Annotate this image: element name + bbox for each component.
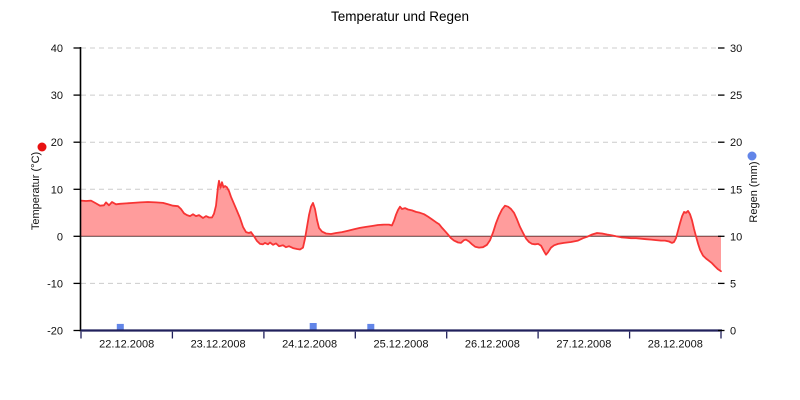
rain-bar xyxy=(367,323,375,331)
x-tick-label: 28.12.2008 xyxy=(648,339,703,351)
temperature-area xyxy=(81,180,721,272)
y-right-tick-label: 20 xyxy=(730,137,742,149)
x-tick-label: 27.12.2008 xyxy=(556,339,611,351)
x-tick-label: 22.12.2008 xyxy=(99,339,154,351)
y-right-tick-label: 30 xyxy=(730,43,742,55)
y-left-tick-label: -20 xyxy=(47,326,63,338)
right-axis-title: Regen (mm) xyxy=(748,161,760,222)
y-right-tick-label: 0 xyxy=(730,326,736,338)
x-tick-label: 26.12.2008 xyxy=(465,339,520,351)
y-left-tick-label: -10 xyxy=(47,278,63,290)
x-tick-label: 25.12.2008 xyxy=(373,339,428,351)
left-axis-title: Temperatur (°C) xyxy=(30,152,42,230)
y-right-tick-label: 5 xyxy=(730,278,736,290)
y-left-tick-label: 0 xyxy=(57,231,63,243)
temperature-legend-dot-icon xyxy=(37,142,47,152)
y-left-tick-label: 30 xyxy=(51,90,63,102)
rain-bar xyxy=(309,323,317,331)
y-left-tick-label: 40 xyxy=(51,43,63,55)
temperature-line xyxy=(80,179,722,273)
x-tick-label: 24.12.2008 xyxy=(282,339,337,351)
rain-legend-dot-icon xyxy=(747,151,757,161)
chart-plot-area: 40 30 20 10 0 -10 -20 30 25 20 15 10 5 0 22.12.2008 23.… xyxy=(47,43,742,351)
y-right-tick-label: 10 xyxy=(730,231,742,243)
chart-title: Temperatur und Regen xyxy=(330,9,470,24)
rain-bar xyxy=(116,323,124,331)
y-right-tick-label: 15 xyxy=(730,184,742,196)
y-left-tick-label: 20 xyxy=(51,137,63,149)
y-right-tick-label: 25 xyxy=(730,90,742,102)
x-tick-label: 23.12.2008 xyxy=(191,339,246,351)
y-left-tick-label: 10 xyxy=(51,184,63,196)
